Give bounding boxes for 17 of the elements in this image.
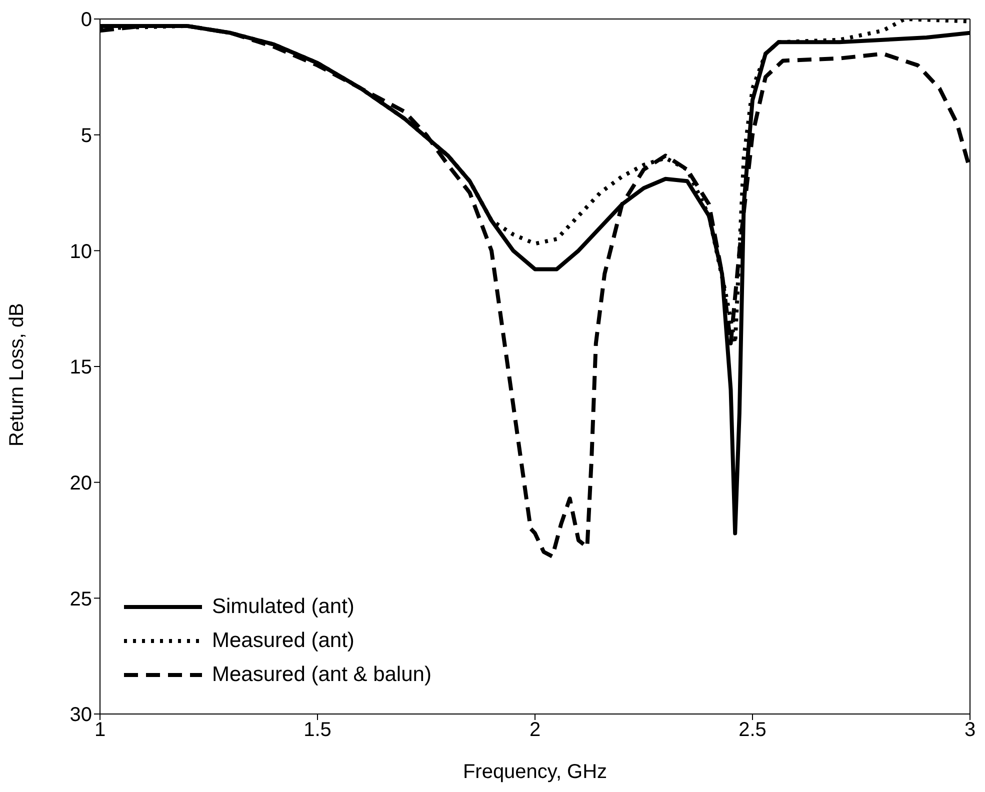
y-tick-label: 20 [70, 472, 92, 494]
x-tick-label: 1.5 [304, 719, 332, 742]
y-tick-label: 30 [70, 704, 92, 726]
y-tick-label: 25 [70, 588, 92, 610]
y-tick-label: 5 [80, 124, 92, 147]
x-tick-label: 3 [964, 719, 976, 742]
y-tick-label: 0 [80, 9, 92, 32]
legend-label: Measured (ant) [212, 628, 354, 654]
x-axis-title: Frequency, GHz [462, 761, 608, 783]
legend-label: Simulated (ant) [212, 594, 354, 620]
x-tick-label: 2.5 [738, 719, 766, 742]
y-axis-title: Return Loss, dB [6, 303, 28, 446]
x-tick-label: 2 [529, 719, 541, 742]
legend-label: Measured (ant & balun) [212, 662, 432, 688]
x-tick-label: 1 [94, 719, 106, 742]
y-tick-label: 10 [70, 240, 92, 263]
y-tick-label: 15 [70, 356, 92, 379]
